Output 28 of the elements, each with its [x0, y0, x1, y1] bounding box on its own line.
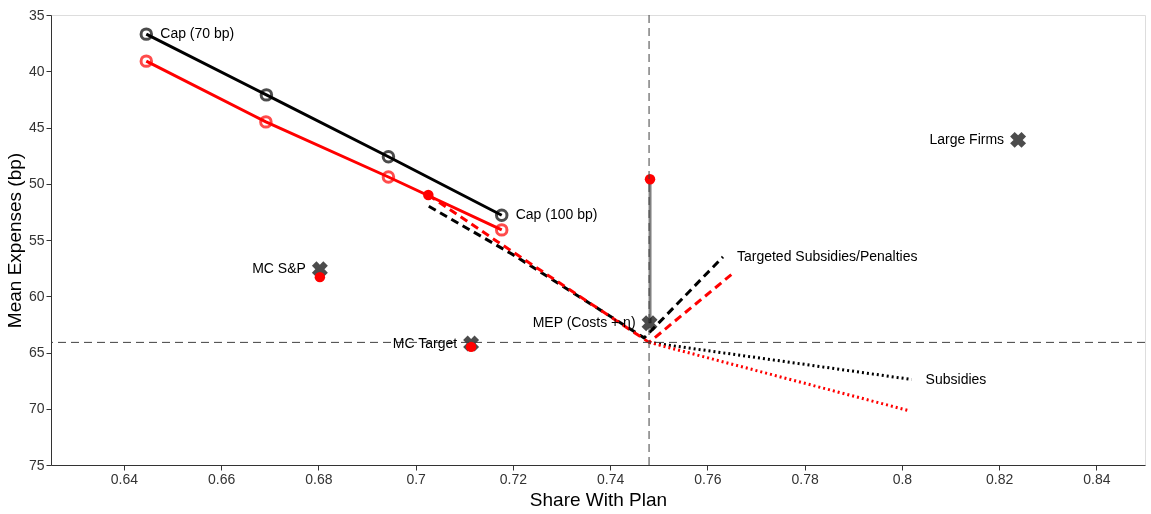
x-tick-label: 0.66: [208, 470, 236, 487]
y-tick-label: 35: [28, 6, 45, 23]
x-tick-label: 0.68: [305, 470, 333, 487]
x-tick-label: 0.8: [892, 470, 913, 487]
x-tick-label: 0.72: [499, 470, 528, 487]
annotation: Targeted Subsidies/Penalties: [736, 247, 918, 264]
x-tick-label: 0.78: [791, 470, 819, 487]
y-tick-label: 65: [28, 344, 45, 360]
y-tick-label: 50: [28, 175, 45, 192]
y-tick-label: 75: [28, 456, 45, 473]
x-tick-label: 0.64: [110, 470, 139, 487]
y-tick-label: 40: [28, 62, 45, 79]
y-axis-title: Mean Expenses (bp): [3, 152, 25, 329]
y-tick-label: 60: [28, 287, 45, 304]
y-tick-label: 45: [28, 119, 45, 135]
annotation: Large Firms: [929, 130, 1005, 147]
x-tick-label: 0.74: [597, 470, 625, 487]
x-tick-label: 0.7: [406, 470, 427, 487]
annotation: Cap (100 bp): [515, 206, 598, 223]
x-tick-label: 0.76: [694, 470, 722, 487]
x-axis-title: Share With Plan: [529, 488, 668, 510]
annotation: Cap (70 bp): [160, 25, 235, 42]
x-tick-label: 0.84: [1083, 470, 1111, 487]
annotation: MC S&P: [252, 260, 306, 277]
x-tick-label: 0.82: [986, 470, 1014, 487]
annotation: Subsidies: [925, 370, 987, 387]
y-tick-label: 55: [28, 231, 45, 248]
y-tick-label: 70: [28, 400, 45, 417]
